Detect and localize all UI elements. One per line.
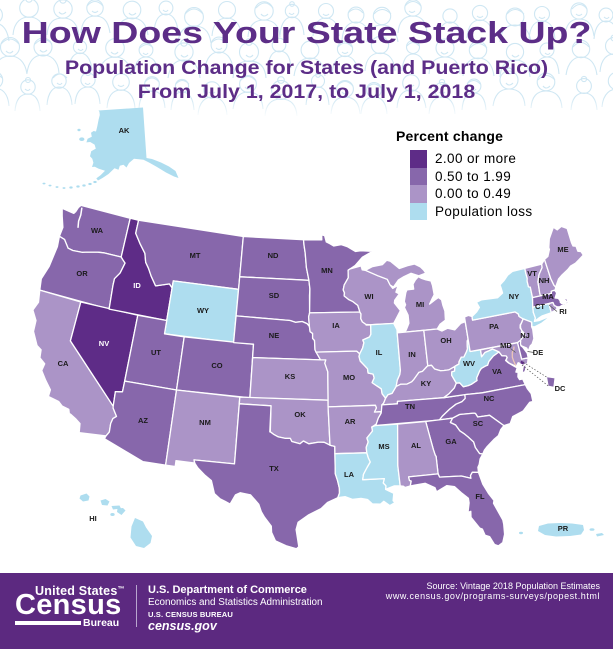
svg-text:DE: DE [533,348,543,357]
svg-text:KY: KY [421,379,431,388]
svg-text:MT: MT [190,251,201,260]
svg-text:ND: ND [268,251,279,260]
svg-text:ME: ME [557,245,568,254]
svg-text:CT: CT [535,302,545,311]
svg-text:NE: NE [269,331,279,340]
svg-text:TN: TN [405,402,415,411]
svg-text:NY: NY [509,292,519,301]
svg-text:MS: MS [378,442,389,451]
svg-text:WY: WY [197,306,209,315]
svg-text:AL: AL [411,441,421,450]
svg-text:LA: LA [344,470,355,479]
svg-text:OR: OR [76,269,88,278]
svg-text:MN: MN [321,266,333,275]
svg-text:CA: CA [58,359,69,368]
svg-text:IL: IL [376,348,383,357]
svg-text:FL: FL [475,492,485,501]
svg-text:IA: IA [332,321,340,330]
svg-text:PR: PR [558,524,569,533]
svg-text:TX: TX [269,464,279,473]
svg-text:AR: AR [345,417,356,426]
svg-text:DC: DC [555,384,566,393]
svg-text:MI: MI [416,300,424,309]
svg-text:OK: OK [294,410,306,419]
svg-text:CO: CO [211,361,222,370]
svg-text:MA: MA [542,292,554,301]
svg-text:NC: NC [484,394,495,403]
svg-text:OH: OH [440,336,451,345]
svg-text:PA: PA [489,322,499,331]
svg-text:VT: VT [527,269,537,278]
svg-text:IN: IN [408,350,416,359]
svg-text:GA: GA [445,437,457,446]
svg-text:AK: AK [119,126,130,135]
svg-text:ID: ID [133,281,141,290]
svg-text:MD: MD [500,341,512,350]
svg-text:MO: MO [343,373,355,382]
svg-text:VA: VA [492,367,502,376]
svg-text:NJ: NJ [520,331,530,340]
svg-text:NV: NV [99,339,109,348]
svg-text:WA: WA [91,226,104,235]
svg-text:HI: HI [89,514,97,523]
svg-text:WV: WV [463,359,475,368]
svg-text:SD: SD [269,291,280,300]
svg-text:KS: KS [285,372,295,381]
svg-text:NH: NH [539,276,550,285]
svg-text:UT: UT [151,348,161,357]
svg-text:RI: RI [559,307,567,316]
svg-text:SC: SC [473,419,484,428]
svg-text:NM: NM [199,418,211,427]
svg-text:WI: WI [364,292,373,301]
svg-text:AZ: AZ [138,416,148,425]
